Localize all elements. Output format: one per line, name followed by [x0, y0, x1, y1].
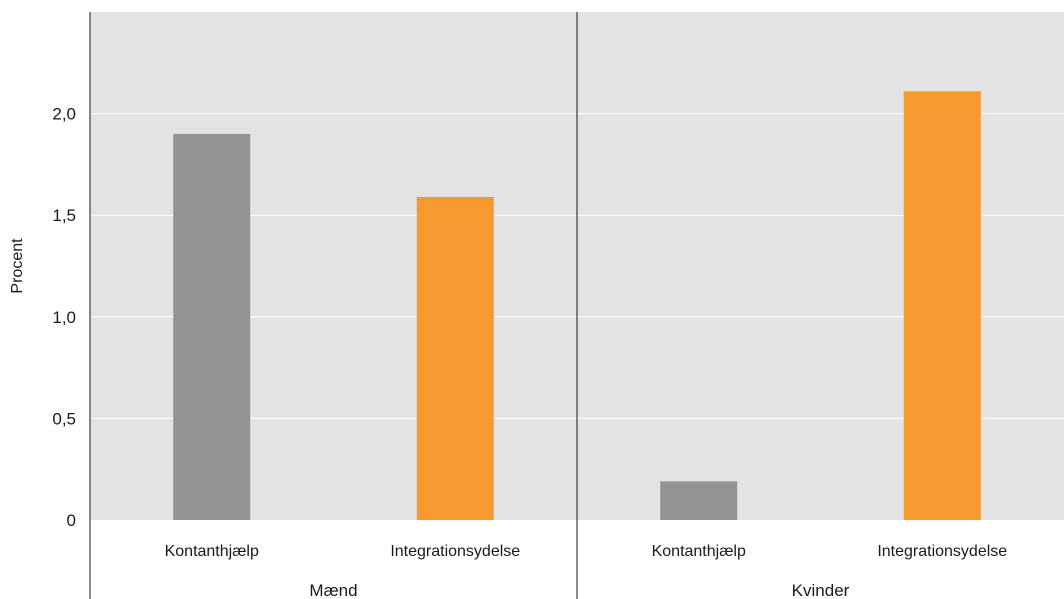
group-label: Mænd	[309, 581, 357, 599]
group-labels: Mænd Kvinder	[309, 581, 849, 599]
y-tick-label: 2,0	[52, 105, 76, 124]
x-category-label: Integrationsydelse	[390, 543, 520, 560]
bar	[416, 196, 494, 521]
x-category-label: Kontanthjælp	[165, 543, 259, 560]
bar	[173, 133, 251, 521]
y-tick-label: 1,5	[52, 206, 76, 225]
x-category-label: Kontanthjælp	[652, 543, 746, 560]
y-tick-label: 0	[67, 511, 76, 530]
y-tick-label: 0,5	[52, 409, 76, 428]
bar	[660, 481, 738, 520]
y-axis-title: Procent	[9, 238, 26, 294]
bar	[903, 91, 981, 521]
category-labels: Kontanthjælp Integrationsydelse Kontanthjæ…	[165, 543, 1008, 560]
group-label: Kvinder	[792, 581, 850, 599]
y-tick-label: 1,0	[52, 308, 76, 327]
x-category-label: Integrationsydelse	[877, 543, 1007, 560]
bars	[173, 91, 981, 521]
y-axis-ticks: 0 0,5 1,0 1,5 2,0	[52, 105, 76, 530]
